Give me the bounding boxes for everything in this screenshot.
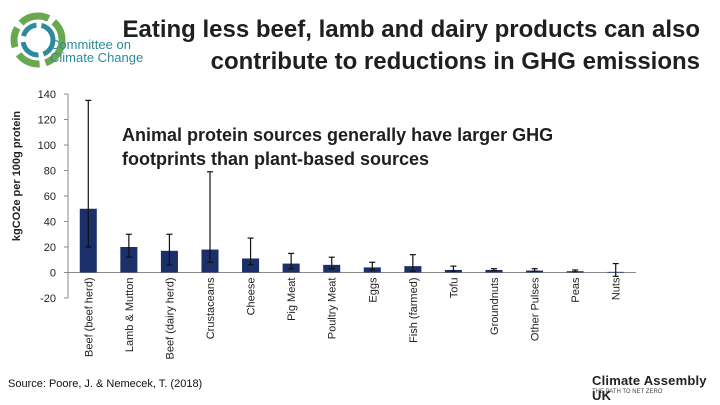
chart-annotation-line2: footprints than plant-based sources <box>122 149 429 169</box>
category-label-3: Crustaceans <box>205 277 217 339</box>
committee-on-climate-change-logo <box>10 12 66 68</box>
y-tick-label: 40 <box>44 217 56 229</box>
category-label-7: Eggs <box>367 277 379 303</box>
y-tick-label: 100 <box>38 140 56 152</box>
y-tick-label: 140 <box>38 89 56 101</box>
bar-1 <box>120 247 138 273</box>
category-label-9: Tofu <box>448 278 460 299</box>
category-label-12: Peas <box>570 277 582 303</box>
logo-text-line1: Committee on <box>50 37 131 52</box>
category-label-13: Nuts <box>611 277 623 300</box>
source-citation: Source: Poore, J. & Nemecek, T. (2018) <box>8 378 203 390</box>
y-tick-label: 0 <box>50 268 56 280</box>
logo-text: Committee on Climate Change <box>50 38 143 64</box>
category-label-6: Poultry Meat <box>327 278 339 340</box>
title-line2: contribute to reductions in GHG emission… <box>210 48 700 75</box>
category-label-5: Pig Meat <box>286 278 298 321</box>
y-tick-label: 120 <box>38 115 56 127</box>
category-label-10: Groundnuts <box>489 277 501 335</box>
category-label-0: Beef (beef herd) <box>83 278 95 358</box>
y-tick-label: 20 <box>44 242 56 254</box>
y-axis-title: kgCO2e per 100g protein <box>11 111 23 241</box>
chart-axes: -20 0 20 40 60 80 100 120 140 kgCO2e per 100g pro… <box>11 89 636 305</box>
category-label-4: Cheese <box>246 278 258 316</box>
logo-ring-outer-icon <box>10 12 66 68</box>
bar-10 <box>485 269 503 273</box>
y-tick-label: 60 <box>44 191 56 203</box>
category-label-8: Fish (farmed) <box>408 278 420 343</box>
climate-assembly-brand: Climate Assembly UK <box>592 373 707 403</box>
climate-assembly-tagline: THE PATH TO NET ZERO <box>592 389 663 395</box>
bar-4 <box>242 258 260 273</box>
category-label-11: Other Pulses <box>530 277 542 341</box>
chart-marks: Beef (beef herd) Lamb & Mutton Beef (dairy… <box>79 99 625 360</box>
title-line1: Eating less beef, lamb and dairy product… <box>122 16 701 43</box>
y-tick-label: -20 <box>40 293 56 305</box>
category-label-2: Beef (dairy herd) <box>164 278 176 360</box>
logo-ring-inner-icon <box>20 22 56 58</box>
logo-text-line2: Climate Change <box>50 50 144 65</box>
page-title: Eating less beef, lamb and dairy product… <box>100 14 701 78</box>
chart-annotation-line1: Animal protein sources generally have la… <box>122 125 553 145</box>
category-label-1: Lamb & Mutton <box>124 278 136 353</box>
y-tick-label: 80 <box>44 166 56 178</box>
